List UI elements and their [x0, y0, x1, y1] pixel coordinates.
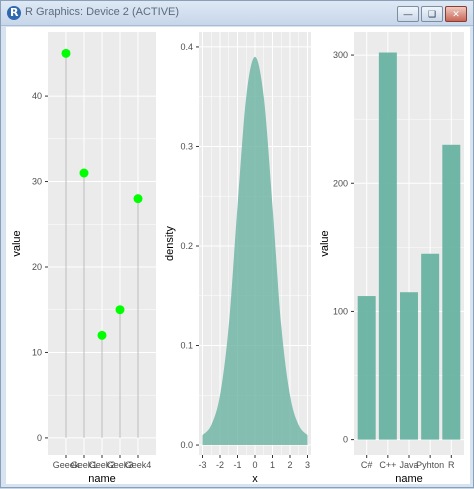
panel-3-y-tick-label: 100	[333, 306, 348, 316]
panel-1-x-tick-label: Geeek	[53, 460, 80, 470]
lollipop-point	[115, 305, 125, 315]
bar	[400, 292, 418, 440]
panel-2-y-tick-label: 0.2	[180, 241, 193, 251]
panel-3-x-tick-label: Java	[399, 460, 418, 470]
bar	[378, 52, 397, 440]
lollipop-point	[133, 194, 143, 204]
panel-3-x-tick-label: R	[448, 460, 455, 470]
panel-1-y-tick-label: 20	[32, 262, 42, 272]
bar	[442, 144, 461, 440]
panel-1-y-axis-label: value	[11, 230, 23, 256]
r-app-icon	[7, 6, 21, 20]
panel-3-y-axis-label: value	[319, 230, 331, 256]
panel-3-y-tick-label: 300	[333, 50, 348, 60]
density-area	[202, 56, 308, 446]
panel-1-x-tick-label: Geek2	[89, 460, 116, 470]
panel-2-x-tick-label: 1	[270, 460, 275, 470]
panel-1-x-tick-label: Geek1	[71, 460, 98, 470]
panel-2-y-tick-label: 0.0	[180, 440, 193, 450]
minimize-icon: —	[403, 9, 413, 19]
panel-2-x-tick-label: 2	[287, 460, 292, 470]
window-titlebar[interactable]: R Graphics: Device 2 (ACTIVE) — ❑ ✕	[1, 1, 473, 26]
panel-2-x-tick-label: -1	[233, 460, 241, 470]
panel-2-x-tick-label: -2	[216, 460, 224, 470]
panel-1-x-tick-label: Geek3	[107, 460, 134, 470]
lollipop-point	[97, 330, 107, 340]
close-icon: ✕	[452, 9, 460, 19]
panel-2-x-tick-label: 0	[252, 460, 257, 470]
panel-3-x-tick-label: C++	[379, 460, 396, 470]
window-title: R Graphics: Device 2 (ACTIVE)	[25, 6, 180, 18]
panel-1-y-tick-label: 30	[32, 177, 42, 187]
panel-2-x-axis-label: x	[252, 473, 258, 484]
bar	[357, 296, 376, 440]
bar	[421, 253, 440, 440]
panel-1-y-tick-label: 10	[32, 347, 42, 357]
restore-button[interactable]: ❑	[421, 6, 443, 22]
panel-3-y-tick-label: 0	[343, 435, 348, 445]
panel-2-x-tick-label: -3	[198, 460, 206, 470]
charts-svg: 010203040GeeekGeek1Geek2Geek3Geek4nameva…	[11, 32, 464, 485]
panel-1-y-tick-label: 0	[37, 433, 42, 443]
panel-2-y-tick-label: 0.3	[180, 141, 193, 151]
panel-2-x-tick-label: 3	[305, 460, 310, 470]
minimize-button[interactable]: —	[397, 6, 419, 22]
restore-icon: ❑	[427, 9, 437, 19]
panel-3-x-tick-label: Pyhton	[416, 460, 444, 470]
panel-3-y-tick-label: 200	[333, 178, 348, 188]
panel-1-x-axis-label: name	[88, 473, 116, 484]
panel-3-x-tick-label: C#	[361, 460, 373, 470]
lollipop-point	[61, 48, 71, 58]
panel-2-y-tick-label: 0.1	[180, 341, 193, 351]
lollipop-point	[79, 168, 89, 178]
panel-1-x-tick-label: Geek4	[125, 460, 152, 470]
panel-1-y-tick-label: 40	[32, 91, 42, 101]
panel-3-x-axis-label: name	[395, 473, 423, 484]
plot-area: 0 10 20 30 40 Geeek Geek1 Geek2 Geek3 Geek4 name va…	[6, 27, 470, 485]
panel-2-y-axis-label: density	[164, 226, 176, 261]
close-button[interactable]: ✕	[445, 6, 467, 22]
panel-2-y-tick-label: 0.4	[180, 42, 193, 52]
